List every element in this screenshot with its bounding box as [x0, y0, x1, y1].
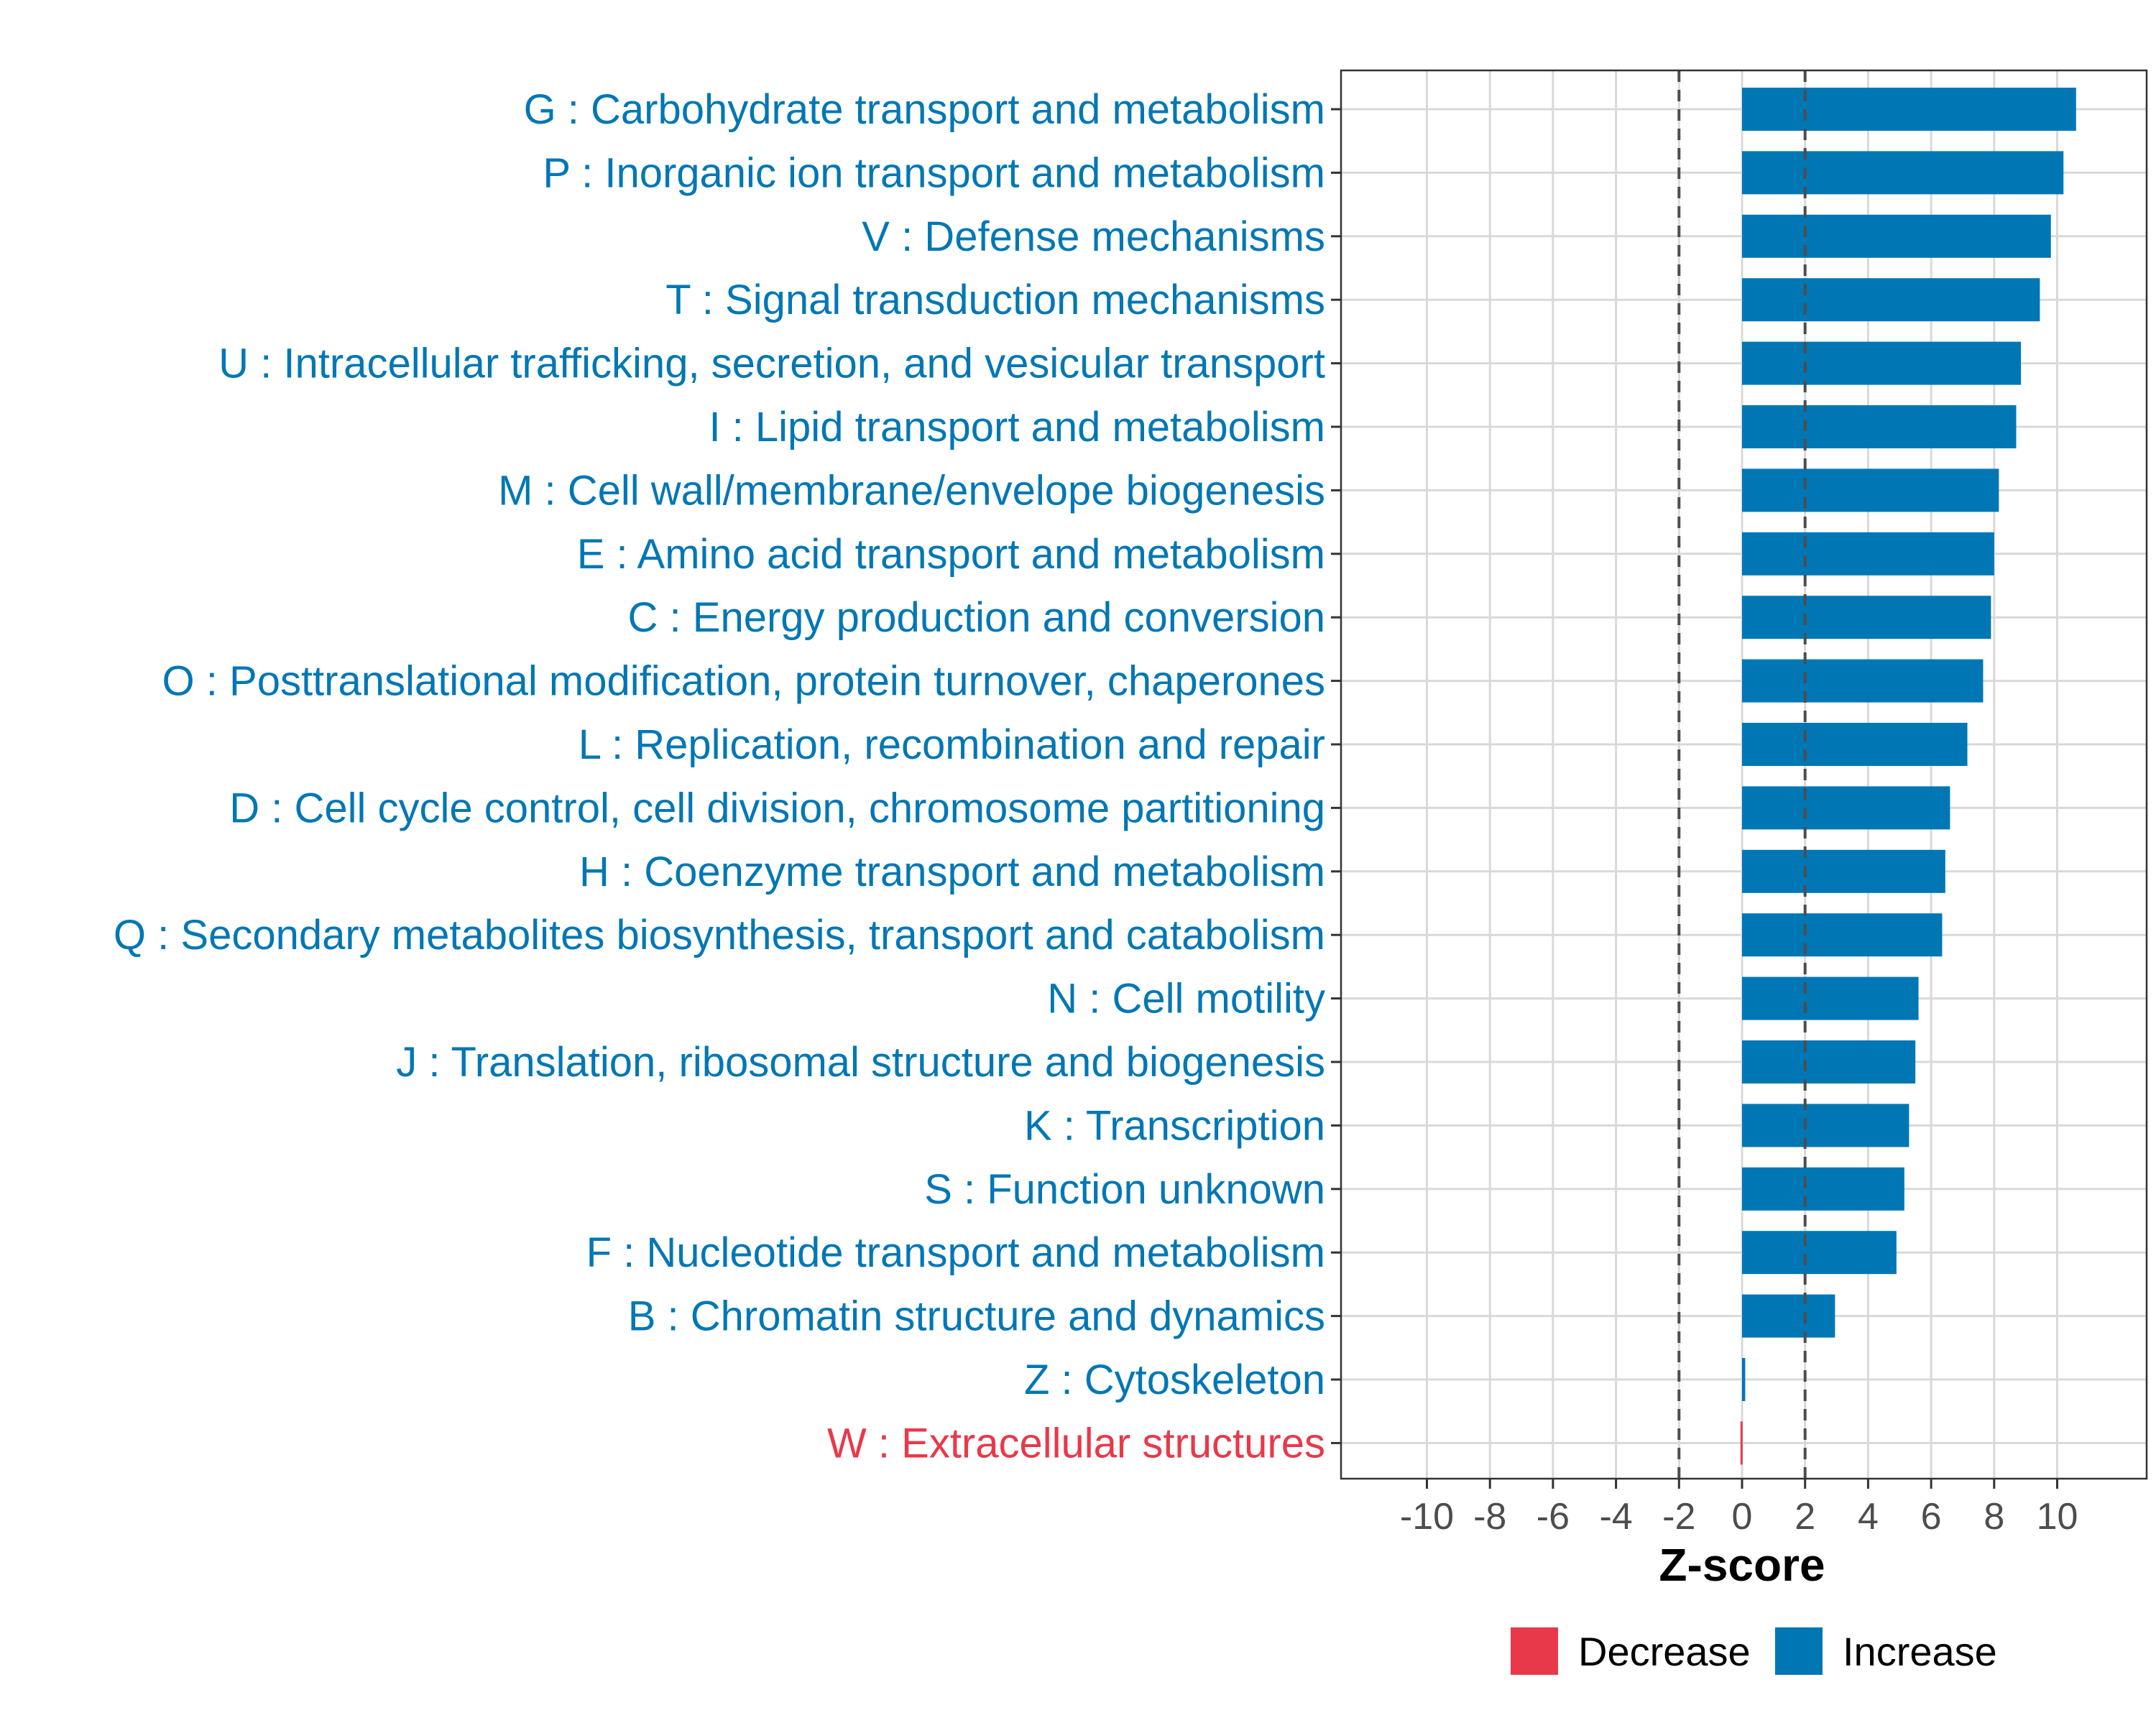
x-tick-label: 2	[1795, 1496, 1815, 1538]
category-label: H : Coenzyme transport and metabolism	[579, 849, 1325, 895]
x-tick-label: -2	[1662, 1496, 1695, 1538]
bar	[1742, 278, 2040, 322]
category-label: E : Amino acid transport and metabolism	[577, 531, 1325, 578]
bar	[1742, 1358, 1746, 1401]
category-label: N : Cell motility	[1047, 976, 1325, 1022]
bar	[1742, 976, 1919, 1020]
category-label: J : Translation, ribosomal structure and…	[396, 1039, 1325, 1086]
bar	[1742, 849, 1945, 893]
y-axis-ticks	[1331, 108, 1341, 1444]
legend: Decrease Increase	[1511, 1627, 1997, 1675]
x-tick-label: -8	[1473, 1496, 1506, 1538]
bar	[1742, 88, 2076, 131]
bar	[1742, 341, 2022, 385]
legend-swatch-decrease	[1511, 1627, 1558, 1675]
x-tick-label: -4	[1599, 1496, 1632, 1538]
plot-panel-border	[1340, 69, 2148, 1480]
category-label: B : Chromatin structure and dynamics	[628, 1293, 1325, 1340]
bar	[1742, 1231, 1897, 1275]
bar	[1740, 1421, 1743, 1465]
x-tick-label: 0	[1732, 1496, 1753, 1538]
bar	[1742, 1294, 1835, 1338]
bar	[1742, 1104, 1909, 1147]
category-label: S : Function unknown	[924, 1166, 1325, 1213]
bar	[1742, 659, 1984, 703]
threshold-lines	[1677, 70, 1807, 1479]
category-label: L : Replication, recombination and repai…	[579, 721, 1325, 768]
x-tick-label: -6	[1537, 1496, 1570, 1538]
bar	[1742, 1167, 1904, 1211]
category-label: V : Defense mechanisms	[862, 213, 1325, 260]
x-tick-label: -10	[1400, 1496, 1454, 1538]
x-tick-label: 4	[1858, 1496, 1879, 1538]
bar	[1742, 1040, 1916, 1084]
bar	[1742, 532, 1994, 576]
category-label: G : Carbohydrate transport and metabolis…	[524, 86, 1325, 133]
x-tick-label: 8	[1984, 1496, 2004, 1538]
category-label: C : Energy production and conversion	[628, 594, 1325, 641]
bar	[1742, 723, 1968, 766]
category-label: K : Transcription	[1024, 1102, 1325, 1149]
x-axis-ticks: -10 -8 -6 -4 -2 0 2 4 6 8 10	[1400, 1479, 2078, 1538]
bar	[1742, 151, 2064, 195]
category-label: W : Extracellular structures	[827, 1420, 1325, 1466]
x-axis-title: Z-score	[1659, 1539, 1825, 1591]
bar	[1742, 786, 1950, 830]
y-axis-category-labels: G : Carbohydrate transport and metabolis…	[114, 86, 1325, 1466]
category-label: O : Posttranslational modification, prot…	[162, 658, 1325, 705]
category-label: Q : Secondary metabolites biosynthesis, …	[114, 912, 1325, 958]
legend-swatch-increase	[1775, 1627, 1823, 1675]
category-label: I : Lipid transport and metabolism	[709, 404, 1325, 451]
category-label: Z : Cytoskeleton	[1024, 1357, 1325, 1403]
bar	[1742, 405, 2017, 448]
category-label: P : Inorganic ion transport and metaboli…	[543, 149, 1325, 196]
category-label: M : Cell wall/membrane/envelope biogenes…	[498, 467, 1325, 514]
legend-label-increase: Increase	[1843, 1629, 1997, 1674]
category-label: U : Intracellular trafficking, secretion…	[218, 341, 1325, 387]
bar	[1742, 913, 1943, 957]
bar	[1742, 596, 1991, 639]
bars	[1740, 88, 2076, 1465]
category-label: D : Cell cycle control, cell division, c…	[229, 785, 1325, 831]
x-tick-label: 6	[1921, 1496, 1942, 1538]
category-label: T : Signal transduction mechanisms	[665, 277, 1325, 323]
category-label: F : Nucleotide transport and metabolism	[586, 1229, 1325, 1276]
bar	[1742, 214, 2051, 258]
legend-label-decrease: Decrease	[1578, 1629, 1751, 1674]
x-tick-label: 10	[2037, 1496, 2078, 1538]
bar	[1742, 468, 1999, 512]
